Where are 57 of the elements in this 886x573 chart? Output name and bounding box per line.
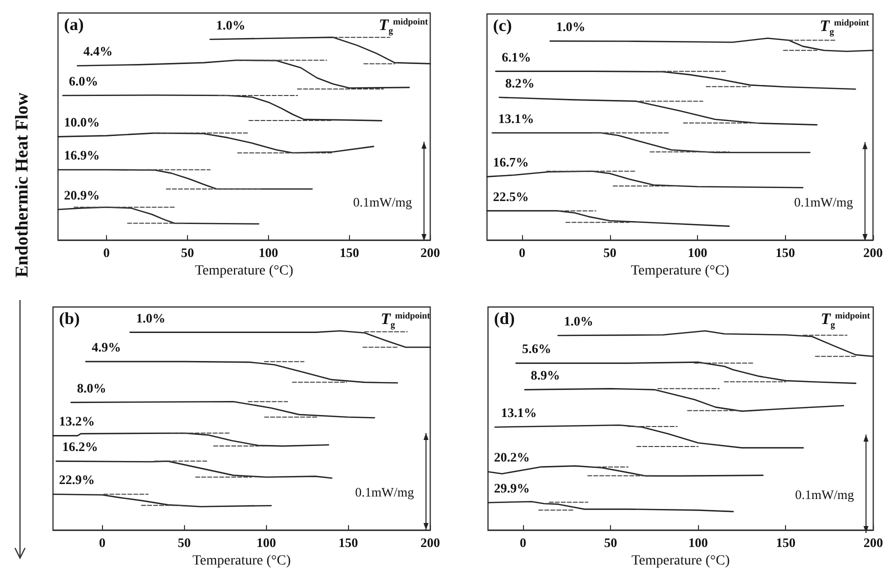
x-tick-label: 200 bbox=[420, 535, 440, 550]
x-tick-label: 150 bbox=[776, 535, 796, 550]
x-axis-title: Temperature (°C) bbox=[192, 554, 292, 568]
chart-title: (a) bbox=[64, 15, 84, 34]
series-label: 13.1% bbox=[498, 110, 534, 126]
x-tick-label: 50 bbox=[180, 245, 194, 260]
series-label: 4.9% bbox=[92, 340, 122, 355]
series-label: 8.9% bbox=[530, 368, 560, 383]
x-tick-label: 200 bbox=[864, 535, 883, 550]
series-label: 13.2% bbox=[59, 414, 95, 429]
chart-title: (d) bbox=[494, 309, 515, 328]
series-label: 5.6% bbox=[522, 341, 552, 356]
series-label: 16.7% bbox=[493, 154, 529, 170]
annotation: 0.1mW/mg bbox=[795, 486, 854, 502]
y-axis-title: Endothermic Heat Flow bbox=[12, 92, 32, 278]
x-tick-label: 100 bbox=[688, 535, 708, 550]
chart-title: (c) bbox=[493, 16, 512, 35]
series-label: 29.9% bbox=[494, 480, 530, 496]
x-tick-label: 100 bbox=[258, 245, 278, 260]
series-label: 10.0% bbox=[64, 114, 100, 130]
series-label: 20.2% bbox=[494, 450, 530, 465]
series-label: 16.9% bbox=[64, 148, 100, 163]
annotation: 0.1mW/mg bbox=[794, 194, 854, 210]
x-tick-label: 200 bbox=[863, 245, 883, 260]
series-label: 22.5% bbox=[493, 188, 529, 204]
x-axis-title: Temperature (°C) bbox=[630, 264, 730, 278]
x-axis-title: Temperature (°C) bbox=[194, 264, 294, 278]
series-label: 16.2% bbox=[62, 439, 98, 454]
series-label: 8.0% bbox=[77, 380, 106, 396]
x-tick-label: 50 bbox=[603, 245, 616, 260]
series-label: 4.4% bbox=[83, 44, 113, 59]
x-tick-label: 150 bbox=[776, 245, 796, 260]
series-label: 8.2% bbox=[505, 75, 535, 90]
x-tick-label: 0 bbox=[98, 535, 106, 550]
chart-title: (b) bbox=[59, 309, 80, 328]
series-label: 13.1% bbox=[501, 405, 537, 420]
series-label: 6.1% bbox=[502, 49, 532, 64]
annotation: 0.1mW/mg bbox=[355, 484, 414, 500]
series-label: 1.0% bbox=[564, 313, 594, 328]
x-tick-label: 100 bbox=[688, 245, 708, 260]
x-tick-label: 0 bbox=[518, 245, 526, 260]
x-tick-label: 50 bbox=[178, 535, 191, 550]
x-tick-label: 150 bbox=[340, 245, 360, 260]
x-tick-label: 50 bbox=[604, 535, 618, 550]
series-label: 1.0% bbox=[556, 19, 586, 34]
series-label: 6.0% bbox=[68, 74, 98, 89]
x-tick-label: 150 bbox=[338, 535, 358, 550]
x-tick-label: 100 bbox=[256, 535, 276, 550]
series-label: 1.0% bbox=[216, 17, 246, 32]
annotation: 0.1mW/mg bbox=[353, 194, 412, 210]
x-tick-label: 200 bbox=[420, 245, 440, 260]
x-axis-title: Temperature (°C) bbox=[631, 554, 730, 568]
series-label: 22.9% bbox=[59, 472, 95, 488]
series-label: 20.9% bbox=[64, 187, 100, 202]
series-label: 1.0% bbox=[136, 310, 166, 326]
x-tick-label: 0 bbox=[103, 245, 110, 260]
x-tick-label: 0 bbox=[520, 535, 526, 550]
